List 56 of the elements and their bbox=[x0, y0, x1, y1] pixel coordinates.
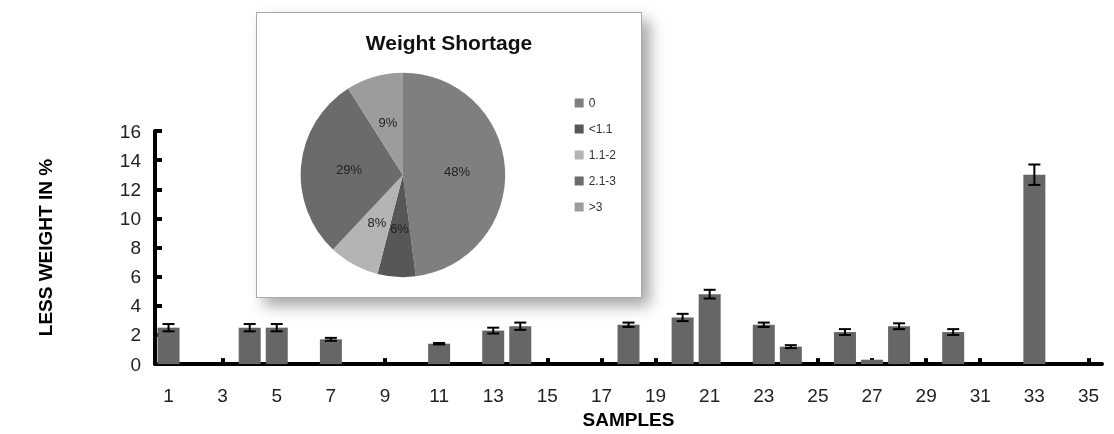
bar bbox=[671, 317, 694, 365]
x-tick-label: 3 bbox=[217, 385, 228, 407]
legend-label: 1.1-2 bbox=[588, 148, 617, 162]
x-tick-label: 13 bbox=[482, 385, 504, 407]
bar bbox=[942, 332, 965, 365]
bar bbox=[698, 294, 721, 365]
x-tick-label: 17 bbox=[590, 385, 613, 407]
legend-label: 0 bbox=[588, 96, 596, 110]
x-tick-label: 33 bbox=[1023, 385, 1045, 407]
x-tick-label: 5 bbox=[271, 385, 283, 407]
legend-label: 2.1-3 bbox=[588, 174, 617, 188]
legend-label: >3 bbox=[588, 200, 603, 214]
data-label: 9% bbox=[378, 115, 398, 131]
bar bbox=[752, 324, 775, 365]
y-tick-label: 16 bbox=[119, 120, 141, 142]
x-tick-label: 23 bbox=[753, 385, 775, 407]
x-tick-label: 35 bbox=[1077, 385, 1100, 407]
x-tick-label: 7 bbox=[325, 385, 337, 407]
bar bbox=[888, 326, 911, 365]
x-tick-label: 31 bbox=[969, 385, 991, 407]
data-label: 8% bbox=[367, 214, 387, 230]
y-tick-label: 14 bbox=[119, 149, 142, 171]
bar bbox=[833, 332, 856, 365]
bar bbox=[779, 346, 802, 365]
bar bbox=[157, 327, 180, 365]
bar bbox=[509, 326, 532, 365]
bar bbox=[428, 343, 451, 365]
bar bbox=[238, 327, 261, 365]
y-axis-title: LESS WEIGHT IN % bbox=[35, 158, 56, 337]
bar bbox=[861, 359, 884, 365]
x-tick-label: 1 bbox=[163, 385, 174, 407]
x-tick-label: 19 bbox=[644, 385, 667, 407]
chart-title: Weight Shortage bbox=[365, 31, 533, 54]
x-tick-label: 29 bbox=[915, 385, 937, 407]
y-tick-label: 10 bbox=[119, 207, 141, 229]
bar bbox=[482, 330, 505, 365]
y-tick-label: 8 bbox=[130, 237, 141, 259]
data-label: 29% bbox=[336, 162, 363, 178]
bar bbox=[319, 339, 342, 365]
x-tick-label: 9 bbox=[379, 385, 391, 407]
x-tick-label: 25 bbox=[807, 385, 829, 407]
x-tick-label: 27 bbox=[861, 385, 883, 407]
data-label: 48% bbox=[443, 163, 471, 179]
x-axis-title: SAMPLES bbox=[582, 409, 675, 430]
legend-label: <1.1 bbox=[588, 122, 613, 136]
y-tick-label: 2 bbox=[130, 324, 141, 346]
y-tick-label: 0 bbox=[130, 353, 141, 375]
y-tick-label: 6 bbox=[130, 266, 141, 288]
bar bbox=[1023, 174, 1046, 365]
bar bbox=[265, 327, 288, 365]
bar bbox=[617, 324, 640, 365]
y-tick-label: 12 bbox=[119, 178, 141, 200]
x-tick-label: 15 bbox=[536, 385, 558, 407]
x-tick-label: 21 bbox=[699, 385, 721, 407]
y-tick-label: 4 bbox=[130, 295, 142, 317]
x-tick-label: 11 bbox=[429, 385, 449, 407]
